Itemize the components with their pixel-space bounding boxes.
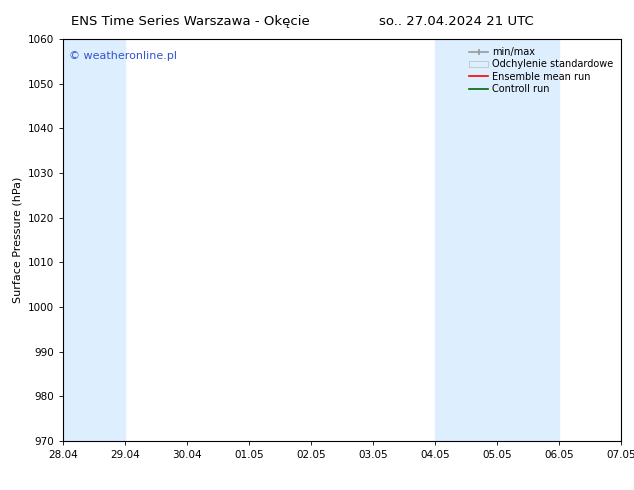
Legend: min/max, Odchylenie standardowe, Ensemble mean run, Controll run: min/max, Odchylenie standardowe, Ensembl… — [466, 44, 616, 97]
Y-axis label: Surface Pressure (hPa): Surface Pressure (hPa) — [13, 177, 23, 303]
Bar — [621, 39, 634, 441]
Text: so.. 27.04.2024 21 UTC: so.. 27.04.2024 21 UTC — [379, 15, 534, 28]
Text: ENS Time Series Warszawa - Okęcie: ENS Time Series Warszawa - Okęcie — [71, 15, 309, 28]
Bar — [63, 39, 126, 441]
Text: © weatheronline.pl: © weatheronline.pl — [69, 51, 177, 61]
Bar — [436, 39, 559, 441]
